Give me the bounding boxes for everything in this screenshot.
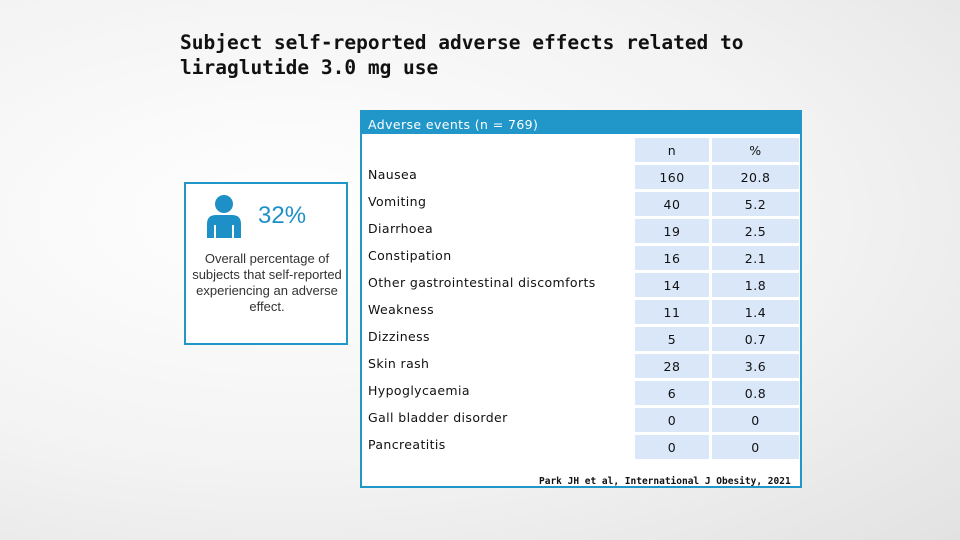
event-label: Vomiting <box>362 192 633 216</box>
event-percent: 2.5 <box>712 219 799 243</box>
event-label: Pancreatitis <box>362 435 633 459</box>
event-count: 19 <box>635 219 709 243</box>
column-header-row: n% <box>362 137 800 164</box>
event-label: Other gastrointestinal discomforts <box>362 273 633 297</box>
table-row: Nausea 160 20.8 <box>362 164 800 191</box>
event-count: 14 <box>635 273 709 297</box>
table-row: Vomiting 40 5.2 <box>362 191 800 218</box>
stat-description: Overall percentage of subjects that self… <box>192 251 342 314</box>
event-count: 40 <box>635 192 709 216</box>
table-row: Pancreatitis 0 0 <box>362 434 800 461</box>
event-label: Gall bladder disorder <box>362 408 633 432</box>
column-header-percent: % <box>712 138 799 162</box>
event-label: Nausea <box>362 165 633 189</box>
percentage-value: 32% <box>258 202 307 229</box>
event-percent: 0 <box>712 435 799 459</box>
adverse-events-table: Adverse events (n = 769) n% Nausea 160 20.8… <box>360 110 802 488</box>
title-line-2: liraglutide 3.0 mg use <box>180 56 439 79</box>
table-row: Weakness 11 1.4 <box>362 299 800 326</box>
event-count: 6 <box>635 381 709 405</box>
column-header-n: n <box>635 138 709 162</box>
event-percent: 20.8 <box>712 165 799 189</box>
table-row: Constipation 16 2.1 <box>362 245 800 272</box>
slide-title: Subject self-reported adverse effects re… <box>180 30 800 80</box>
event-count: 16 <box>635 246 709 270</box>
table-row: Hypoglycaemia 6 0.8 <box>362 380 800 407</box>
event-percent: 0 <box>712 408 799 432</box>
citation: Park JH et al, International J Obesity, … <box>539 476 791 487</box>
table-row: Other gastrointestinal discomforts 14 1.8 <box>362 272 800 299</box>
event-label: Diarrhoea <box>362 219 633 243</box>
column-header-blank <box>362 138 633 162</box>
event-percent: 0.7 <box>712 327 799 351</box>
event-count: 11 <box>635 300 709 324</box>
table-row: Dizziness 5 0.7 <box>362 326 800 353</box>
title-line-1: Subject self-reported adverse effects re… <box>180 31 744 54</box>
stat-card: 32% Overall percentage of subjects that … <box>184 182 348 345</box>
event-count: 0 <box>635 408 709 432</box>
event-percent: 3.6 <box>712 354 799 378</box>
event-label: Constipation <box>362 246 633 270</box>
table-row: Diarrhoea 19 2.5 <box>362 218 800 245</box>
event-label: Hypoglycaemia <box>362 381 633 405</box>
event-count: 5 <box>635 327 709 351</box>
event-count: 0 <box>635 435 709 459</box>
event-label: Dizziness <box>362 327 633 351</box>
table-header: Adverse events (n = 769) <box>362 112 800 134</box>
event-label: Skin rash <box>362 354 633 378</box>
event-percent: 0.8 <box>712 381 799 405</box>
table-row: Gall bladder disorder 0 0 <box>362 407 800 434</box>
event-percent: 1.8 <box>712 273 799 297</box>
event-percent: 2.1 <box>712 246 799 270</box>
event-label: Weakness <box>362 300 633 324</box>
person-icon <box>207 195 241 238</box>
event-percent: 5.2 <box>712 192 799 216</box>
event-count: 28 <box>635 354 709 378</box>
table-row: Skin rash 28 3.6 <box>362 353 800 380</box>
event-percent: 1.4 <box>712 300 799 324</box>
table-header-label: Adverse events (n = 769) <box>368 117 539 132</box>
event-count: 160 <box>635 165 709 189</box>
